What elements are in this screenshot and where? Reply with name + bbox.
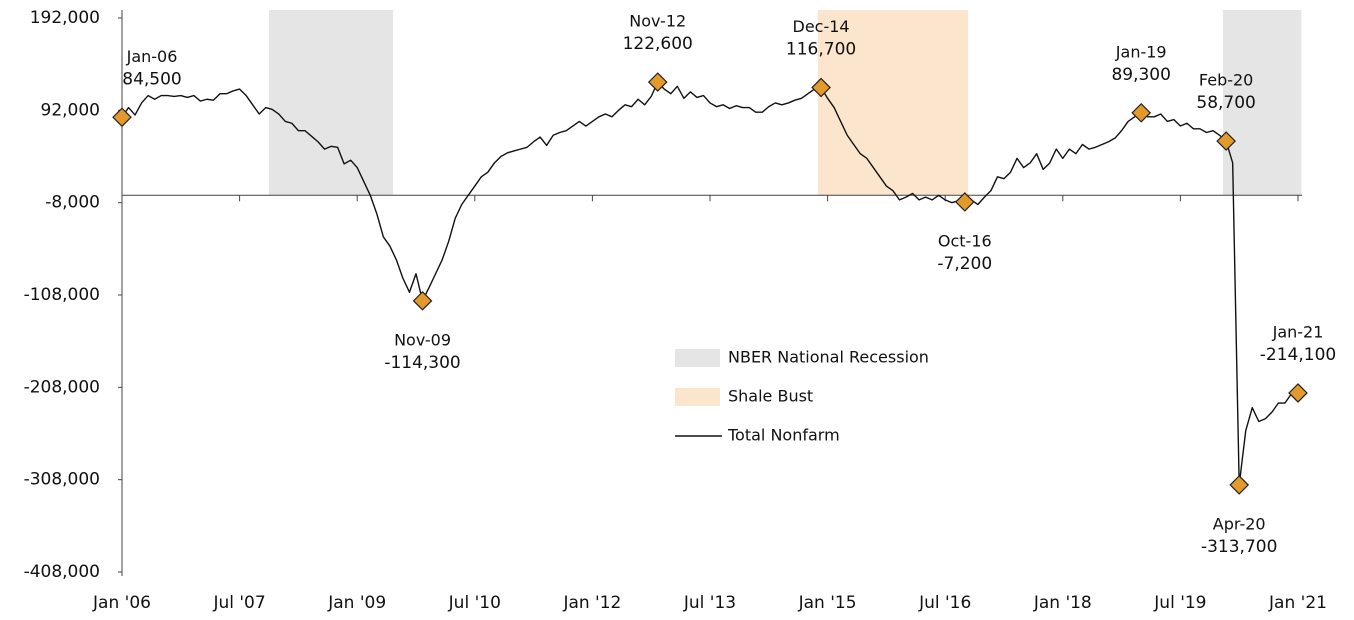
annotation-value: 116,700 <box>786 40 856 60</box>
point-marker <box>112 107 132 128</box>
y-tick-label: 92,000 <box>41 100 100 120</box>
x-tick-label: Jan '15 <box>798 593 857 613</box>
point-marker <box>412 290 433 311</box>
legend-swatch <box>675 349 720 367</box>
legend-label: Total Nonfarm <box>727 426 840 445</box>
annotation-date: Jan-19 <box>1115 42 1167 61</box>
y-tick-label: -208,000 <box>24 377 100 397</box>
x-tick-label: Jan '09 <box>327 593 386 613</box>
annotation-value: 122,600 <box>623 34 693 54</box>
annotation-value: -214,100 <box>1260 345 1336 365</box>
annotation-value: 89,300 <box>1111 65 1170 85</box>
annotation-date: Feb-20 <box>1199 71 1253 90</box>
annotation-value: 58,700 <box>1196 93 1255 113</box>
annotation-date: Jan-06 <box>126 47 178 66</box>
x-tick-label: Jan '21 <box>1268 593 1327 613</box>
legend-swatch <box>675 388 720 406</box>
shade-band <box>269 10 394 196</box>
annotation-value: 84,500 <box>122 69 181 89</box>
point-marker <box>811 77 831 98</box>
shade-band <box>1222 10 1302 196</box>
point-marker <box>647 72 668 92</box>
annotation-value: -313,700 <box>1201 537 1277 557</box>
annotation-value: -7,200 <box>937 254 992 274</box>
annotation-date: Dec-14 <box>793 17 850 36</box>
point-marker <box>1288 383 1308 403</box>
x-tick-label: Jan '18 <box>1033 593 1092 613</box>
x-tick-label: Jan '06 <box>92 593 151 613</box>
x-tick-label: Jul '16 <box>918 593 971 613</box>
y-tick-label: -108,000 <box>24 285 100 305</box>
point-marker <box>954 192 975 212</box>
x-tick-label: Jul '19 <box>1153 593 1206 613</box>
y-tick-label: -408,000 <box>24 562 100 582</box>
x-tick-label: Jul '10 <box>448 593 501 613</box>
series-line <box>121 81 1299 486</box>
annotation-date: Apr-20 <box>1213 514 1266 533</box>
point-marker <box>1229 475 1250 495</box>
legend-label: Shale Bust <box>728 387 813 406</box>
point-marker <box>1131 102 1152 123</box>
point-marker <box>1216 131 1236 151</box>
y-tick-label: -308,000 <box>24 470 100 490</box>
annotation-value: -114,300 <box>384 353 460 373</box>
x-tick-label: Jul '13 <box>683 593 736 613</box>
legend-label: NBER National Recession <box>728 348 929 367</box>
annotation-date: Nov-12 <box>629 12 686 31</box>
annotation-date: Oct-16 <box>938 231 992 250</box>
x-tick-label: Jan '12 <box>562 593 621 613</box>
y-tick-label: 192,000 <box>30 8 100 28</box>
shade-band <box>817 10 969 196</box>
x-tick-label: Jul '07 <box>212 593 265 613</box>
annotation-date: Nov-09 <box>394 330 451 349</box>
annotation-date: Jan-21 <box>1272 322 1324 341</box>
y-tick-label: -8,000 <box>45 193 100 213</box>
